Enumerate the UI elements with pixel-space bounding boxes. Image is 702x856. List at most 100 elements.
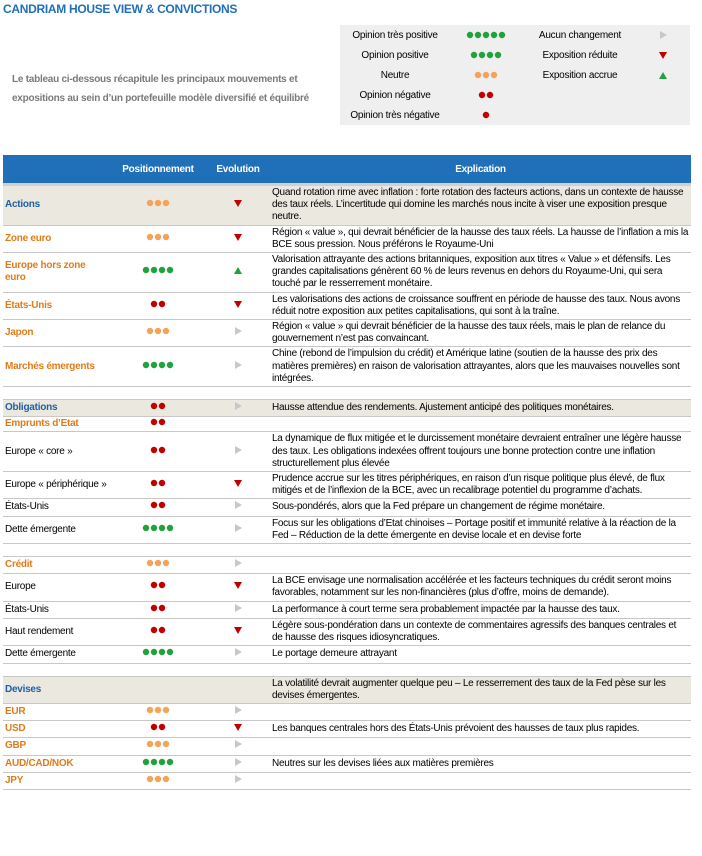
explanation-cell: La dynamique de flux mitigée et le durci… <box>270 431 691 473</box>
dot <box>158 723 166 731</box>
arrow <box>235 774 242 783</box>
evolution-cell <box>206 399 270 418</box>
legend-label: Opinion très positive <box>352 29 438 41</box>
dot <box>166 758 174 765</box>
arrow <box>235 559 242 568</box>
arrow-shape <box>235 603 242 612</box>
arrow <box>235 402 242 411</box>
dots <box>150 446 166 453</box>
explanation-cell: Sous-pondérés, alors que la Fed prépare … <box>270 498 691 517</box>
explanation-cell: Région « value », qui devrait bénéficier… <box>270 225 691 254</box>
arrow <box>234 480 242 488</box>
table-row: Obligations Hausse attendue des rendement… <box>3 399 691 418</box>
table-row: Europe hors zone euro Valorisation attray… <box>3 252 691 293</box>
dots <box>150 626 166 634</box>
arrow-shape <box>235 501 242 510</box>
dot <box>150 419 158 426</box>
arrow <box>660 31 667 39</box>
arrow-shape <box>234 724 242 732</box>
dot <box>158 419 166 426</box>
dots <box>146 559 170 567</box>
dots <box>150 419 166 426</box>
dot <box>158 604 166 611</box>
arrow-shape <box>235 705 242 714</box>
row-label: Emprunts d’Etat <box>3 416 110 433</box>
arrow <box>234 200 242 208</box>
dot <box>486 91 494 99</box>
spacer <box>3 386 691 401</box>
table-row: AUD/CAD/NOK Neutres sur les devises liées… <box>3 755 691 773</box>
spacer-cell <box>3 386 691 401</box>
arrow-shape <box>234 582 242 590</box>
dots <box>146 200 170 207</box>
title: CANDRIAM HOUSE VIEW & CONVICTIONS <box>3 2 238 16</box>
positioning-cell <box>110 292 206 321</box>
spacer-cell <box>3 543 691 558</box>
arrow-shape <box>234 267 242 275</box>
dot <box>466 31 474 39</box>
dots <box>150 604 166 611</box>
arrow <box>659 72 667 79</box>
explanation-cell <box>270 556 691 575</box>
legend-label: Exposition réduite <box>542 49 618 61</box>
legend-symbol <box>643 50 683 60</box>
table-row: USD Les banques centrales hors des États-… <box>3 720 691 739</box>
dot <box>150 758 158 765</box>
dot <box>486 51 494 59</box>
dot <box>478 91 486 99</box>
dots <box>150 402 166 410</box>
dots <box>150 502 166 509</box>
row-label: Europe « périphérique » <box>3 471 110 500</box>
dots <box>142 361 174 368</box>
dots <box>482 111 490 119</box>
arrow-shape <box>659 72 667 79</box>
positioning-cell <box>110 416 206 433</box>
dot <box>142 361 150 368</box>
arrow <box>234 626 242 634</box>
dot <box>154 559 162 567</box>
evolution-cell <box>206 252 270 293</box>
evolution-cell <box>206 516 270 545</box>
dot <box>146 775 154 782</box>
dot <box>474 71 482 79</box>
legend-symbol <box>643 70 683 80</box>
table-row: JPY <box>3 772 691 790</box>
positioning-cell <box>110 516 206 545</box>
row-label: Dette émergente <box>3 516 110 545</box>
arrow <box>235 360 242 369</box>
evolution-cell <box>206 676 270 704</box>
row-label: Marchés émergents <box>3 346 110 388</box>
explanation-cell: Valorisation attrayante des actions brit… <box>270 252 691 293</box>
arrow-shape <box>234 626 242 634</box>
arrow-shape <box>234 300 242 308</box>
evolution-cell <box>206 737 270 756</box>
evolution-cell <box>206 703 270 722</box>
legend-item: Aucun changement <box>525 25 683 45</box>
dot <box>490 31 498 39</box>
evolution-cell <box>206 573 270 602</box>
dot <box>150 479 158 487</box>
arrow <box>234 582 242 590</box>
dot <box>154 327 162 335</box>
dot <box>482 111 490 119</box>
explanation-cell: La BCE envisage une normalisation accélé… <box>270 573 691 602</box>
legend-item: Neutre <box>340 65 516 85</box>
positioning-cell <box>110 645 206 664</box>
positioning-cell <box>110 346 206 388</box>
arrow-shape <box>235 740 242 749</box>
dot <box>150 604 158 611</box>
dot <box>150 267 158 274</box>
arrow-shape <box>660 31 667 39</box>
dot <box>158 524 166 531</box>
table-row: Crédit <box>3 556 691 575</box>
table-row: Zone euro Région « value », qui devrait b… <box>3 225 691 254</box>
dot <box>150 446 158 453</box>
table-row: Haut rendement Légère sous-pondération da… <box>3 618 691 647</box>
table-row: États-Unis La performance à court terme s… <box>3 601 691 619</box>
explanation-cell: Quand rotation rime avec inflation : for… <box>270 184 691 226</box>
evolution-cell <box>206 645 270 664</box>
dot <box>158 626 166 634</box>
legend-item: Exposition accrue <box>525 65 683 85</box>
dots <box>146 775 170 782</box>
dot <box>146 200 154 207</box>
